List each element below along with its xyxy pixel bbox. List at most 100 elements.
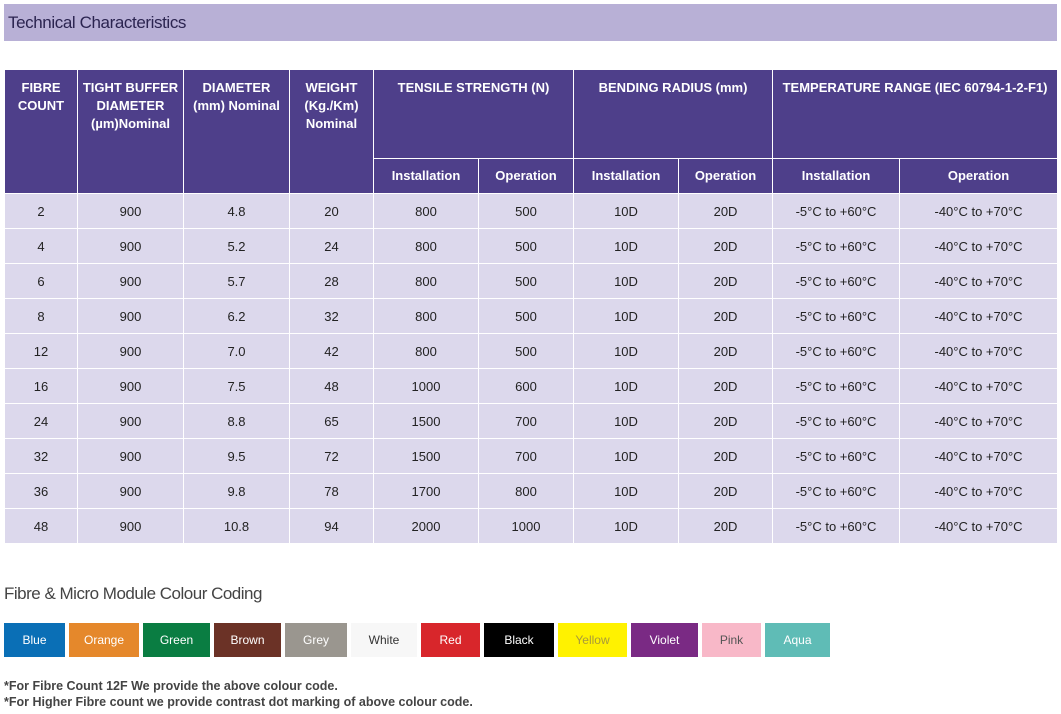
colour-coding-title: Fibre & Micro Module Colour Coding [4,584,262,603]
cell-tensile-installation: 800 [373,298,479,334]
cell-bending-installation: 10D [573,298,680,334]
cell-bending-installation: 10D [573,368,680,404]
table-row: 24 900 8.8 65 1500 700 10D 20D -5°C to +60°C -40°… [4,403,1059,439]
cell-temperature-operation: -40°C to +70°C [899,473,1059,509]
subheader-temperature-operation: Operation [899,158,1059,194]
colour-swatch-aqua: Aqua [765,623,830,657]
cell-weight: 20 [289,193,374,229]
cell-bending-installation: 10D [573,228,680,264]
cell-tight-buffer: 900 [77,333,184,369]
cell-diameter: 9.8 [183,473,290,509]
cell-weight: 32 [289,298,374,334]
colour-swatch-pink: Pink [702,623,761,657]
cell-tensile-operation: 500 [477,228,575,264]
cell-temperature-installation: -5°C to +60°C [772,228,901,264]
cell-fibre-count: 16 [4,368,78,404]
cell-temperature-installation: -5°C to +60°C [772,438,901,474]
table-body: 2 900 4.8 20 800 500 10D 20D -5°C to +60°C -40°C … [4,193,1059,544]
colour-swatch-yellow: Yellow [558,623,627,657]
cell-diameter: 8.8 [183,403,290,439]
subheader-temperature-installation: Installation [772,158,901,194]
cell-weight: 42 [289,333,374,369]
cell-bending-installation: 10D [573,263,680,299]
cell-temperature-installation: -5°C to +60°C [772,263,901,299]
cell-bending-operation: 20D [678,263,774,299]
table-row: 36 900 9.8 78 1700 800 10D 20D -5°C to +60°C -40°… [4,473,1059,509]
cell-weight: 72 [289,438,374,474]
cell-tensile-installation: 800 [373,228,479,264]
cell-tensile-operation: 700 [477,403,575,439]
cell-tensile-installation: 800 [373,193,479,229]
cell-bending-installation: 10D [573,193,680,229]
cell-tensile-operation: 800 [477,473,575,509]
cell-temperature-operation: -40°C to +70°C [899,508,1059,544]
notes: *For Fibre Count 12F We provide the abov… [4,678,473,710]
colour-swatch-black: Black [484,623,554,657]
cell-bending-operation: 20D [678,403,774,439]
colour-swatch-red: Red [421,623,480,657]
cell-bending-operation: 20D [678,473,774,509]
cell-temperature-operation: -40°C to +70°C [899,193,1059,229]
section-title: Technical Characteristics [8,13,187,32]
cell-temperature-operation: -40°C to +70°C [899,438,1059,474]
cell-temperature-operation: -40°C to +70°C [899,263,1059,299]
colour-swatch-white: White [351,623,417,657]
note-line: *For Higher Fibre count we provide contr… [4,695,473,709]
cell-tensile-installation: 800 [373,263,479,299]
cell-temperature-installation: -5°C to +60°C [772,508,901,544]
table-row: 16 900 7.5 48 1000 600 10D 20D -5°C to +60°C -40°… [4,368,1059,404]
cell-tensile-installation: 1000 [373,368,479,404]
table-row: 12 900 7.0 42 800 500 10D 20D -5°C to +60°C -40°C… [4,333,1059,369]
cell-weight: 28 [289,263,374,299]
cell-diameter: 5.7 [183,263,290,299]
cell-fibre-count: 36 [4,473,78,509]
cell-temperature-operation: -40°C to +70°C [899,333,1059,369]
cell-bending-operation: 20D [678,508,774,544]
cell-bending-installation: 10D [573,438,680,474]
cell-fibre-count: 24 [4,403,78,439]
cell-weight: 78 [289,473,374,509]
header-temperature-range: TEMPERATURE RANGE (IEC 60794-1-2-F1) [772,69,1059,159]
cell-temperature-installation: -5°C to +60°C [772,333,901,369]
header-tight-buffer: TIGHT BUFFER DIAMETER (µm)Nominal [77,69,184,194]
cell-tensile-operation: 500 [477,298,575,334]
cell-bending-operation: 20D [678,193,774,229]
cell-temperature-operation: -40°C to +70°C [899,403,1059,439]
cell-tight-buffer: 900 [77,263,184,299]
cell-temperature-installation: -5°C to +60°C [772,473,901,509]
cell-bending-installation: 10D [573,403,680,439]
cell-diameter: 4.8 [183,193,290,229]
colour-swatch-violet: Violet [631,623,698,657]
subheader-bending-installation: Installation [573,158,680,194]
cell-fibre-count: 4 [4,228,78,264]
section-title-bar: Technical Characteristics [4,4,1057,41]
cell-tight-buffer: 900 [77,473,184,509]
cell-tensile-operation: 1000 [477,508,575,544]
table-row: 6 900 5.7 28 800 500 10D 20D -5°C to +60°C -40°C … [4,263,1059,299]
colour-swatch-green: Green [143,623,210,657]
colour-swatch-blue: Blue [4,623,65,657]
cell-tight-buffer: 900 [77,438,184,474]
cell-fibre-count: 2 [4,193,78,229]
header-bending-radius: BENDING RADIUS (mm) [573,69,774,159]
cell-fibre-count: 48 [4,508,78,544]
cell-tensile-installation: 1500 [373,438,479,474]
cell-bending-operation: 20D [678,438,774,474]
table-row: 48 900 10.8 94 2000 1000 10D 20D -5°C to +60°C -4… [4,508,1059,544]
cell-temperature-installation: -5°C to +60°C [772,368,901,404]
cell-tensile-operation: 600 [477,368,575,404]
cell-diameter: 9.5 [183,438,290,474]
cell-fibre-count: 8 [4,298,78,334]
cell-weight: 65 [289,403,374,439]
cell-tensile-installation: 2000 [373,508,479,544]
subheader-bending-operation: Operation [678,158,774,194]
cell-weight: 94 [289,508,374,544]
table-row: 4 900 5.2 24 800 500 10D 20D -5°C to +60°C -40°C … [4,228,1059,264]
subheader-tensile-operation: Operation [477,158,575,194]
cell-fibre-count: 6 [4,263,78,299]
cell-fibre-count: 12 [4,333,78,369]
table-row: 32 900 9.5 72 1500 700 10D 20D -5°C to +60°C -40°… [4,438,1059,474]
cell-bending-installation: 10D [573,508,680,544]
colour-swatch-orange: Orange [69,623,139,657]
cell-tensile-operation: 500 [477,333,575,369]
